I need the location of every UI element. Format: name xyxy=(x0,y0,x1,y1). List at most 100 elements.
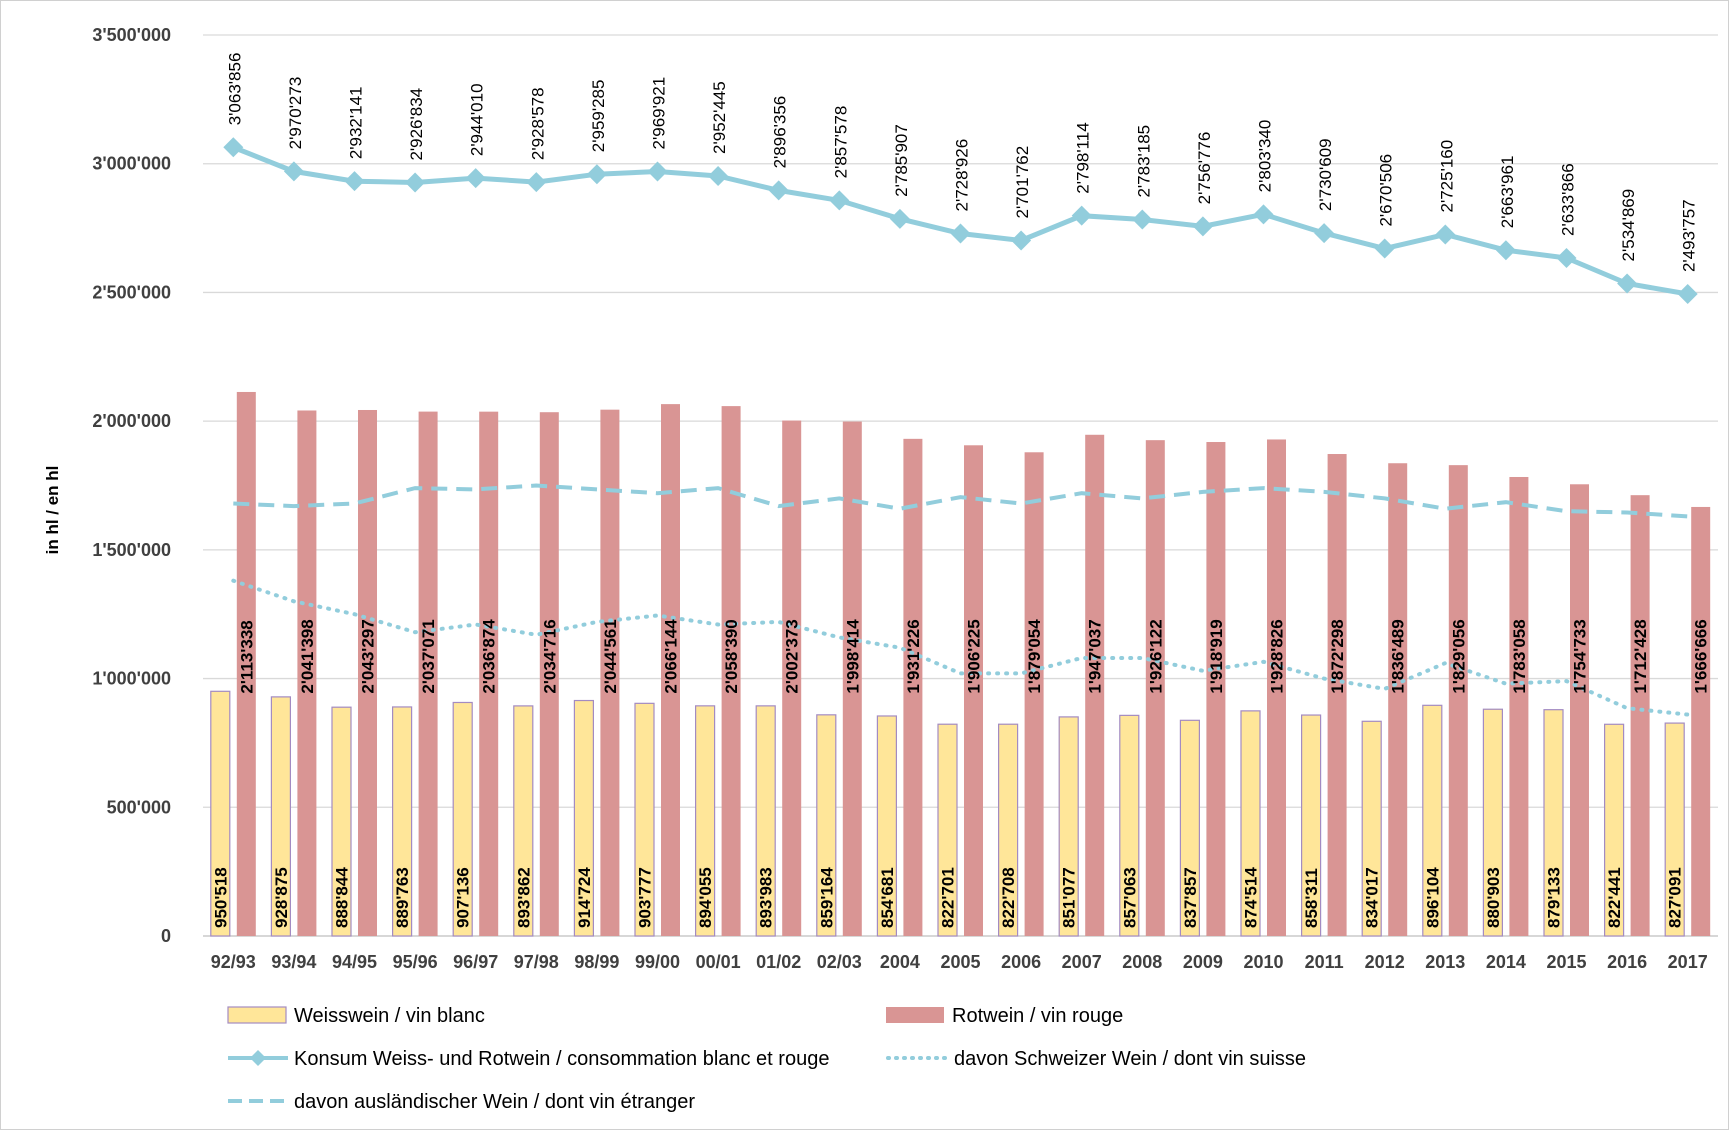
data-label-white-wine: 903'777 xyxy=(636,867,655,928)
data-label-white-wine: 827'091 xyxy=(1666,867,1685,928)
data-label-red-wine: 2'002'373 xyxy=(783,619,802,693)
bar-red-wine xyxy=(903,438,923,936)
data-label-red-wine: 1'928'826 xyxy=(1268,619,1287,693)
data-label-white-wine: 893'983 xyxy=(757,867,776,928)
x-category-label: 99/00 xyxy=(635,952,680,972)
data-label-total-consumption: 2'969'921 xyxy=(650,77,669,150)
data-label-total-consumption: 2'928'578 xyxy=(528,87,547,160)
bar-white-wine xyxy=(573,699,595,937)
bar-red-wine xyxy=(1145,440,1165,936)
data-label-red-wine: 2'041'398 xyxy=(298,619,317,693)
x-category-label: 2012 xyxy=(1365,952,1405,972)
data-label-white-wine: 857'063 xyxy=(1120,867,1139,928)
marker-total-consumption xyxy=(1677,284,1698,305)
x-category-label: 2008 xyxy=(1122,952,1162,972)
bar-red-wine xyxy=(1570,484,1589,936)
data-label-total-consumption: 2'952'445 xyxy=(710,81,729,154)
data-label-total-consumption: 2'798'114 xyxy=(1074,122,1093,193)
marker-total-consumption xyxy=(223,137,244,158)
x-category-label: 2004 xyxy=(880,952,920,972)
data-label-white-wine: 880'903 xyxy=(1484,867,1503,928)
x-category-label: 2014 xyxy=(1486,952,1526,972)
bar-white-wine xyxy=(634,702,655,937)
bar-red-wine xyxy=(842,421,862,936)
data-label-total-consumption: 2'730'609 xyxy=(1316,138,1335,211)
data-label-total-consumption: 2'926'834 xyxy=(407,88,426,161)
data-label-red-wine: 2'044'561 xyxy=(601,619,620,693)
data-label-red-wine: 1'836'489 xyxy=(1389,619,1408,693)
line-foreign-wine xyxy=(233,483,1688,519)
data-label-red-wine: 1'918'919 xyxy=(1207,619,1226,693)
bar-white-wine xyxy=(755,705,776,937)
bar-red-wine xyxy=(358,409,377,937)
data-label-white-wine: 907'136 xyxy=(454,867,473,928)
bar-red-wine xyxy=(1085,434,1105,936)
bar-white-wine xyxy=(270,696,291,937)
data-label-total-consumption: 2'701'762 xyxy=(1013,146,1032,219)
bar-red-wine xyxy=(1509,476,1529,936)
x-category-label: 2016 xyxy=(1607,952,1647,972)
bar-white-wine xyxy=(210,690,231,937)
bar-white-wine xyxy=(1300,714,1322,937)
bar-red-wine xyxy=(1388,463,1408,936)
x-category-label: 2015 xyxy=(1546,952,1586,972)
bar-red-wine xyxy=(479,411,499,937)
data-label-total-consumption: 2'663'961 xyxy=(1498,156,1517,229)
bar-white-wine xyxy=(513,705,534,937)
marker-total-consumption xyxy=(1435,224,1456,245)
y-tick-label: 3'500'000 xyxy=(92,25,171,45)
data-label-total-consumption: 2'932'141 xyxy=(347,86,366,159)
x-category-label: 2005 xyxy=(940,952,980,972)
x-category-label: 94/95 xyxy=(332,952,377,972)
x-category-label: 02/03 xyxy=(817,952,862,972)
bar-red-wine xyxy=(1327,454,1347,936)
bar-red-wine xyxy=(539,412,559,937)
marker-total-consumption xyxy=(708,165,729,186)
y-tick-label: 2'000'000 xyxy=(92,411,171,431)
x-category-label: 01/02 xyxy=(756,952,801,972)
bar-red-wine xyxy=(1267,439,1286,936)
x-category-label: 98/99 xyxy=(574,952,619,972)
data-label-total-consumption: 2'670'506 xyxy=(1377,154,1396,227)
data-label-red-wine: 1'829'056 xyxy=(1449,619,1468,693)
data-label-white-wine: 889'763 xyxy=(393,867,412,928)
legend-label-white-wine: Weisswein / vin blanc xyxy=(294,1005,485,1027)
bar-red-wine xyxy=(1691,506,1711,936)
bar-white-wine xyxy=(1482,708,1504,937)
marker-total-consumption xyxy=(1132,209,1153,230)
data-label-total-consumption: 2'959'285 xyxy=(589,80,608,153)
marker-total-consumption xyxy=(1011,230,1032,251)
bar-white-wine xyxy=(997,723,1019,937)
bar-red-wine xyxy=(1206,442,1226,936)
bar-white-wine xyxy=(1422,704,1443,937)
x-category-label: 97/98 xyxy=(514,952,559,972)
bar-white-wine xyxy=(1179,719,1201,937)
data-label-total-consumption: 2'728'926 xyxy=(953,139,972,212)
bar-red-wine xyxy=(1630,495,1650,936)
data-label-white-wine: 822'701 xyxy=(939,867,958,928)
data-label-red-wine: 1'926'122 xyxy=(1146,619,1165,693)
marker-total-consumption xyxy=(1253,204,1274,225)
bar-red-wine xyxy=(418,411,438,936)
bar-white-wine xyxy=(937,723,958,937)
data-label-red-wine: 1'712'428 xyxy=(1631,619,1650,693)
y-axis-ticks: 0 500'000 1'000'000 1'500'000 2'000'000 2'500… xyxy=(92,25,171,946)
data-label-total-consumption: 2'896'356 xyxy=(771,96,790,169)
data-label-total-consumption: 2'756'776 xyxy=(1195,132,1214,205)
data-label-white-wine: 822'441 xyxy=(1605,867,1624,928)
x-axis-categories: 92/93 93/94 94/95 95/96 96/97 97/98 98/99 99/00… xyxy=(211,952,1708,972)
data-label-red-wine: 2'066'144 xyxy=(662,619,681,694)
bar-red-wine xyxy=(1024,452,1044,936)
bar-white-wine xyxy=(1240,710,1261,937)
x-category-label: 2011 xyxy=(1305,952,1344,972)
x-category-label: 2006 xyxy=(1001,952,1041,972)
data-label-total-consumption: 2'803'340 xyxy=(1256,120,1275,193)
bar-red-wine xyxy=(661,404,680,937)
bar-white-wine xyxy=(1664,722,1685,937)
bar-white-wine xyxy=(1361,720,1382,937)
data-label-total-consumption: 3'063'856 xyxy=(225,53,244,126)
x-category-label: 96/97 xyxy=(453,952,498,972)
bar-white-wine xyxy=(816,714,837,937)
y-tick-label: 2'500'000 xyxy=(92,282,171,302)
